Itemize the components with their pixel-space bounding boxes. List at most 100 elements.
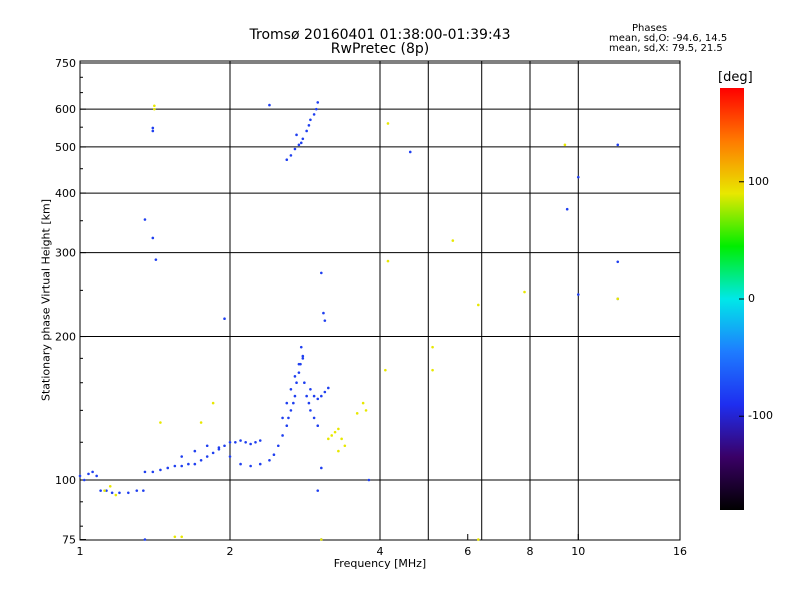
data-point xyxy=(173,535,177,539)
data-point xyxy=(281,416,284,420)
data-point xyxy=(151,470,155,474)
data-point xyxy=(295,133,298,137)
colorbar-tick-label: 0 xyxy=(748,292,755,305)
data-point xyxy=(244,440,247,444)
x-tick-label: 8 xyxy=(527,545,534,558)
data-point xyxy=(239,439,242,442)
data-point xyxy=(361,401,365,405)
data-point xyxy=(159,421,162,424)
y-tick-label: 750 xyxy=(55,57,76,70)
data-point xyxy=(249,464,252,468)
data-point xyxy=(320,271,323,275)
data-point xyxy=(199,458,203,462)
data-point xyxy=(616,143,620,147)
phases-title: Phases xyxy=(632,23,668,34)
data-point xyxy=(307,124,311,127)
y-tick-label: 100 xyxy=(55,474,76,487)
data-point xyxy=(272,453,276,457)
data-point xyxy=(320,466,323,470)
data-point xyxy=(316,424,320,428)
data-point xyxy=(431,368,434,372)
data-point xyxy=(228,440,232,444)
data-point xyxy=(103,489,106,492)
data-point xyxy=(193,462,197,466)
data-point xyxy=(309,118,312,122)
data-point xyxy=(293,394,297,398)
data-point xyxy=(285,158,289,162)
data-point xyxy=(82,478,86,482)
data-point xyxy=(276,444,280,448)
data-point xyxy=(289,409,293,412)
data-point xyxy=(299,345,303,349)
x-tick-label: 1 xyxy=(77,545,84,558)
data-point xyxy=(99,489,102,492)
data-point xyxy=(153,107,156,111)
data-point xyxy=(337,427,340,431)
data-point xyxy=(333,430,337,434)
data-point xyxy=(205,444,209,448)
data-point xyxy=(239,462,242,466)
data-point xyxy=(355,412,359,415)
data-point xyxy=(616,297,620,301)
data-point xyxy=(217,447,221,451)
data-point xyxy=(299,141,303,145)
data-point xyxy=(316,397,320,401)
y-tick-label: 200 xyxy=(55,331,76,344)
data-point xyxy=(151,236,155,240)
data-point xyxy=(114,493,118,497)
data-point xyxy=(159,468,162,472)
data-point xyxy=(143,218,147,221)
data-point xyxy=(565,207,569,211)
data-point xyxy=(249,442,252,446)
data-point xyxy=(305,394,308,398)
data-point xyxy=(312,113,316,116)
x-axis-label: Frequency [MHz] xyxy=(333,557,427,570)
data-point xyxy=(322,311,325,315)
data-point xyxy=(173,464,177,468)
chart-title-line1: Tromsø 20160401 01:38:00-01:39:43 xyxy=(249,27,511,43)
data-point xyxy=(320,538,323,541)
data-point xyxy=(340,437,343,441)
data-point xyxy=(316,489,320,492)
data-point xyxy=(254,440,257,444)
data-point xyxy=(301,137,305,141)
y-tick-label: 400 xyxy=(55,187,76,200)
data-point xyxy=(312,416,316,420)
data-point xyxy=(110,491,114,495)
data-point xyxy=(78,474,82,478)
x-tick-label: 16 xyxy=(673,545,687,558)
data-point xyxy=(477,538,480,541)
data-point xyxy=(523,290,526,294)
data-point xyxy=(576,293,580,296)
data-point xyxy=(151,126,155,130)
data-point xyxy=(281,434,284,437)
data-point xyxy=(364,409,368,412)
data-point xyxy=(301,354,305,358)
data-point xyxy=(193,449,197,453)
data-point xyxy=(258,439,262,442)
data-point xyxy=(314,107,318,111)
data-point xyxy=(337,449,340,453)
data-point xyxy=(151,129,155,133)
data-point xyxy=(451,239,455,242)
data-point xyxy=(307,401,311,405)
data-point xyxy=(154,258,158,261)
data-point xyxy=(431,345,434,349)
data-point xyxy=(323,319,327,322)
data-point xyxy=(180,535,184,539)
data-point xyxy=(576,175,580,179)
data-point xyxy=(293,147,297,151)
data-point xyxy=(303,381,306,385)
data-point xyxy=(343,444,347,448)
data-point xyxy=(211,401,215,405)
data-point xyxy=(305,129,308,133)
y-tick-label: 500 xyxy=(55,141,76,154)
data-point xyxy=(477,303,480,307)
data-point xyxy=(105,489,108,492)
data-point xyxy=(205,455,209,458)
data-point xyxy=(234,440,237,444)
colorbar-tick-label: 100 xyxy=(748,174,769,188)
data-point xyxy=(87,472,90,476)
x-tick-label: 6 xyxy=(464,545,471,558)
data-point xyxy=(309,387,312,391)
